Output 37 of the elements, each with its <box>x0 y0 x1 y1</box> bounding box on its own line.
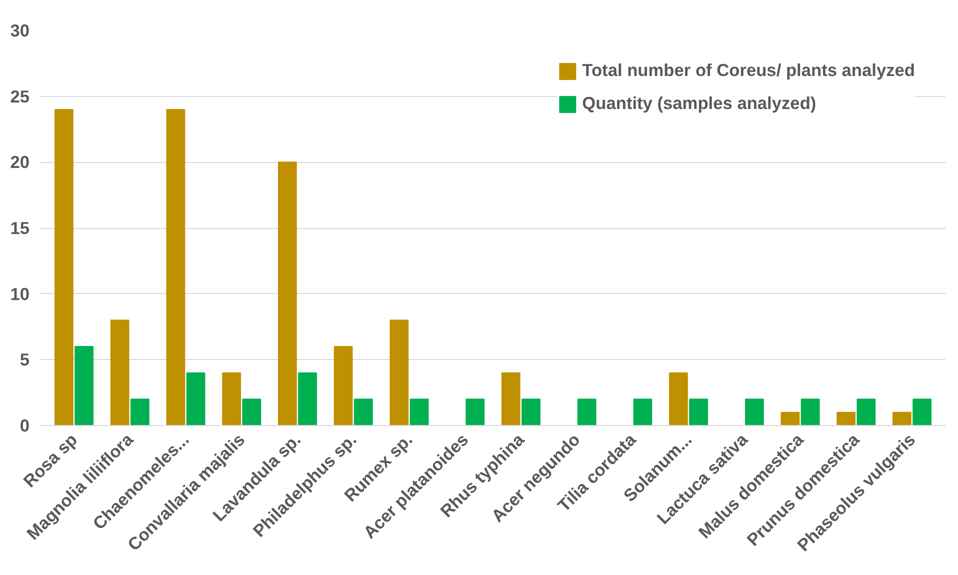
legend-label: Quantity (samples analyzed) <box>582 93 816 114</box>
bar <box>780 412 800 426</box>
y-tick-label: 30 <box>10 20 30 40</box>
bar <box>390 320 409 426</box>
bar <box>856 398 876 426</box>
bar <box>577 398 596 426</box>
bar <box>222 372 241 426</box>
bar <box>130 398 150 426</box>
legend-label: Total number of Coreus/ plants analyzed <box>582 60 915 81</box>
bar <box>522 398 540 426</box>
bar <box>501 372 520 426</box>
bar <box>836 412 856 426</box>
y-tick-label: 5 <box>20 350 30 370</box>
y-tick-label: 20 <box>10 152 30 172</box>
bar <box>74 346 94 426</box>
bar <box>410 398 429 426</box>
bar <box>912 398 932 426</box>
bar <box>689 398 708 426</box>
y-tick-label: 25 <box>10 86 30 106</box>
bar <box>298 372 317 426</box>
bar <box>633 398 652 426</box>
bar <box>54 109 74 426</box>
bar <box>278 162 297 426</box>
bar <box>186 372 206 426</box>
bar <box>892 412 912 426</box>
y-tick-label: 10 <box>10 284 30 304</box>
bar <box>745 398 764 426</box>
bar <box>466 398 485 426</box>
bar <box>110 320 130 426</box>
bar <box>354 398 373 426</box>
y-tick-label: 15 <box>10 218 30 238</box>
bar <box>669 372 688 426</box>
bar <box>800 398 820 426</box>
bar <box>242 398 262 426</box>
bar <box>334 346 353 426</box>
y-tick-label: 0 <box>20 416 30 436</box>
bar <box>166 109 186 426</box>
